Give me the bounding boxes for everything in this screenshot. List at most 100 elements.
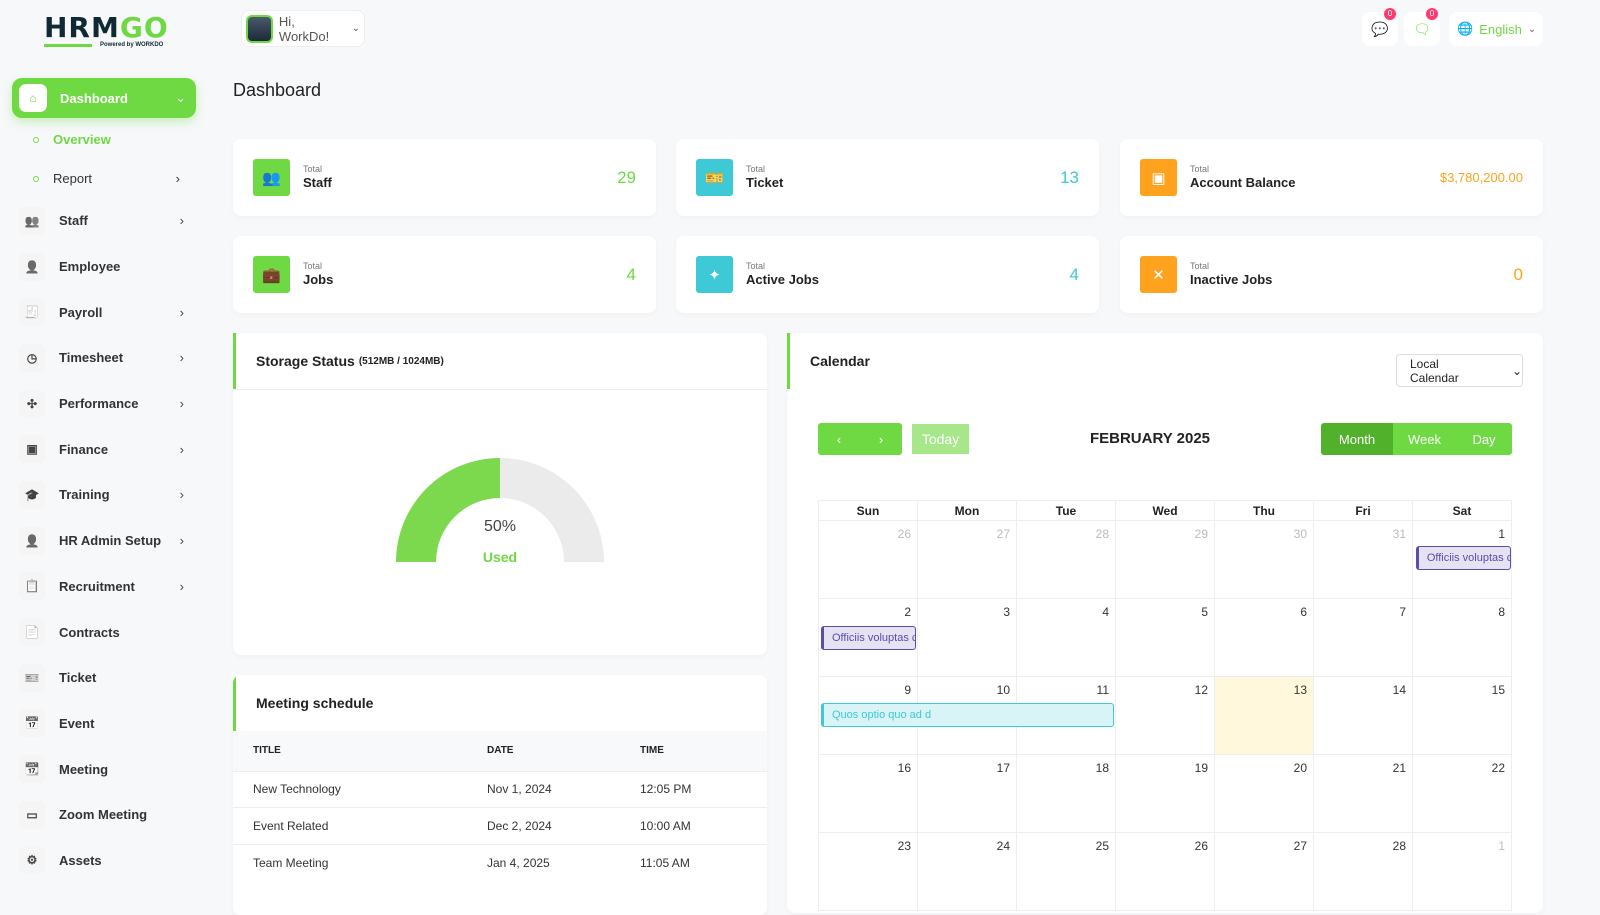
clipboard-icon: 📋 <box>18 572 46 601</box>
calendar-event[interactable]: Quos optio quo ad d <box>821 703 1115 727</box>
sidebar-item-finance[interactable]: ▣ Finance › <box>0 426 210 472</box>
stat-card-account-balance[interactable]: ▣ Total Account Balance $3,780,200.00 <box>1120 139 1543 216</box>
table-row[interactable]: Event Related Dec 2, 2024 10:00 AM <box>233 807 767 844</box>
calendar-day[interactable]: 29 <box>1116 521 1215 599</box>
view-month-button[interactable]: Month <box>1321 423 1393 455</box>
view-week-button[interactable]: Week <box>1393 423 1456 455</box>
sidebar-item-contracts[interactable]: 📄 Contracts <box>0 609 210 655</box>
stat-small: Total <box>746 163 766 174</box>
sidebar-subitem-overview[interactable]: Overview <box>0 120 210 159</box>
graduation-icon: 🎓 <box>18 480 46 509</box>
sidebar-item-label: Event <box>59 715 95 731</box>
view-day-button[interactable]: Day <box>1456 423 1512 455</box>
chevron-left-icon: ‹ <box>836 431 842 447</box>
calendar-week: 23 24 25 26 27 28 1 <box>818 833 1512 911</box>
stat-value: 0 <box>1513 264 1523 284</box>
sidebar-item-recruitment[interactable]: 📋 Recruitment › <box>0 564 210 610</box>
calendar-event[interactable]: Officiis voluptas c <box>1415 546 1511 570</box>
sidebar-item-training[interactable]: 🎓 Training › <box>0 472 210 518</box>
table-cell: 11:05 AM <box>620 843 767 881</box>
sidebar-item-hr-admin-setup[interactable]: 👤 HR Admin Setup › <box>0 518 210 564</box>
stat-card-active-jobs[interactable]: ✦ Total Active Jobs 4 <box>676 236 1099 313</box>
calendar-day[interactable]: 4 <box>1017 599 1116 677</box>
table-cell: Jan 4, 2025 <box>467 843 620 881</box>
calendar-day[interactable]: 22 <box>1413 755 1512 833</box>
calendar-day[interactable]: 25 <box>1017 833 1116 911</box>
calendar-day[interactable]: 8 <box>1413 599 1512 677</box>
inactive-jobs-icon: ✕ <box>1140 256 1177 293</box>
messages-button[interactable]: 💬 0 <box>1362 8 1398 46</box>
sidebar-item-payroll[interactable]: 🧾 Payroll › <box>0 289 210 335</box>
calendar-day[interactable]: 21 <box>1314 755 1413 833</box>
calendar-day[interactable]: 17 <box>918 755 1017 833</box>
calendar-day[interactable]: 13 <box>1215 677 1314 755</box>
bullet-icon <box>33 136 39 143</box>
calendar-day[interactable]: 15 <box>1413 677 1512 755</box>
calendar-day[interactable]: 20 <box>1215 755 1314 833</box>
stat-card-inactive-jobs[interactable]: ✕ Total Inactive Jobs 0 <box>1120 236 1543 313</box>
sidebar-item-timesheet[interactable]: ◷ Timesheet › <box>0 335 210 381</box>
sidebar-item-staff[interactable]: 👥 Staff › <box>0 198 210 244</box>
language-select[interactable]: 🌐 English ⌄ <box>1449 12 1543 46</box>
sidebar-item-assets[interactable]: ⚙ Assets <box>0 838 210 884</box>
calendar-day[interactable]: 26 <box>1116 833 1215 911</box>
sidebar-item-event[interactable]: 📅 Event <box>0 701 210 747</box>
calendar-event[interactable]: Officiis voluptas c <box>821 626 917 650</box>
calendar-day[interactable]: 18 <box>1017 755 1116 833</box>
stat-small: Total <box>1190 260 1210 271</box>
stat-card-staff[interactable]: 👥 Total Staff 29 <box>233 139 656 216</box>
calendar-day[interactable]: 5 <box>1116 599 1215 677</box>
calendar-day[interactable]: 6 <box>1215 599 1314 677</box>
notifications-button[interactable]: 🗨 0 <box>1404 8 1440 46</box>
prev-month-button[interactable]: ‹ <box>818 423 860 455</box>
users-icon: 👥 <box>18 206 46 235</box>
sidebar-item-performance[interactable]: ✣ Performance › <box>0 381 210 427</box>
stat-small: Total <box>303 260 323 271</box>
weekday-header: Tue <box>1017 501 1116 521</box>
calendar-day[interactable]: 23 <box>819 833 918 911</box>
language-label: English <box>1479 21 1522 37</box>
sidebar-item-dashboard[interactable]: ⌂ Dashboard ⌄ <box>12 78 196 118</box>
calendar-day[interactable]: 31 <box>1314 521 1413 599</box>
stat-value: 13 <box>1060 167 1079 187</box>
calendar-day[interactable]: 27 <box>1215 833 1314 911</box>
calendar-day[interactable]: 19 <box>1116 755 1215 833</box>
calendar-day[interactable]: 16 <box>819 755 918 833</box>
calendar-day[interactable]: 1 <box>1413 521 1512 599</box>
calendar-day[interactable]: 14 <box>1314 677 1413 755</box>
calendar-day[interactable]: 27 <box>918 521 1017 599</box>
calendar-day[interactable]: 7 <box>1314 599 1413 677</box>
sidebar-item-ticket[interactable]: 🎫 Ticket <box>0 655 210 701</box>
calendar-source-select[interactable]: Local Calendar ⌄ <box>1396 354 1523 387</box>
table-cell: New Technology <box>233 770 467 808</box>
calendar-day[interactable]: 12 <box>1116 677 1215 755</box>
calendar-day[interactable]: 30 <box>1215 521 1314 599</box>
sidebar-subitem-report[interactable]: Report › <box>0 159 210 198</box>
sidebar-item-meeting[interactable]: 📆 Meeting <box>0 746 210 792</box>
calendar-day[interactable]: 26 <box>819 521 918 599</box>
calendar-day[interactable]: 11 <box>1017 677 1116 755</box>
calendar-day[interactable]: 28 <box>1314 833 1413 911</box>
calendar-day[interactable]: 2 <box>819 599 918 677</box>
table-cell: 10:00 AM <box>620 807 767 844</box>
calendar-grid: Sun Mon Tue Wed Thu Fri Sat 26 27 28 29 30 31 1 Offici… <box>818 500 1512 911</box>
user-menu[interactable]: Hi, WorkDo! ⌄ <box>241 10 365 47</box>
calendar-day[interactable]: 1 <box>1413 833 1512 911</box>
calendar-day[interactable]: 3 <box>918 599 1017 677</box>
stat-card-ticket[interactable]: 🎫 Total Ticket 13 <box>676 139 1099 216</box>
today-button[interactable]: Today <box>912 424 969 454</box>
calendar-day[interactable]: 24 <box>918 833 1017 911</box>
calendar-day[interactable]: 28 <box>1017 521 1116 599</box>
table-cell: Dec 2, 2024 <box>467 807 620 844</box>
sidebar-item-label: Dashboard <box>60 90 128 106</box>
table-row[interactable]: Team Meeting Jan 4, 2025 11:05 AM <box>233 843 767 881</box>
sidebar-item-zoom-meeting[interactable]: ▭ Zoom Meeting <box>0 792 210 838</box>
sidebar-item-employee[interactable]: 👤 Employee <box>0 244 210 290</box>
calendar-title: Calendar <box>787 333 1543 389</box>
table-row[interactable]: New Technology Nov 1, 2024 12:05 PM <box>233 770 767 808</box>
stat-card-jobs[interactable]: 💼 Total Jobs 4 <box>233 236 656 313</box>
stat-label: Account Balance <box>1190 174 1296 190</box>
next-month-button[interactable]: › <box>860 423 902 455</box>
logo[interactable]: HRMGO Powered by WORKDO <box>44 11 169 48</box>
sidebar-item-label: HR Admin Setup <box>59 533 162 549</box>
